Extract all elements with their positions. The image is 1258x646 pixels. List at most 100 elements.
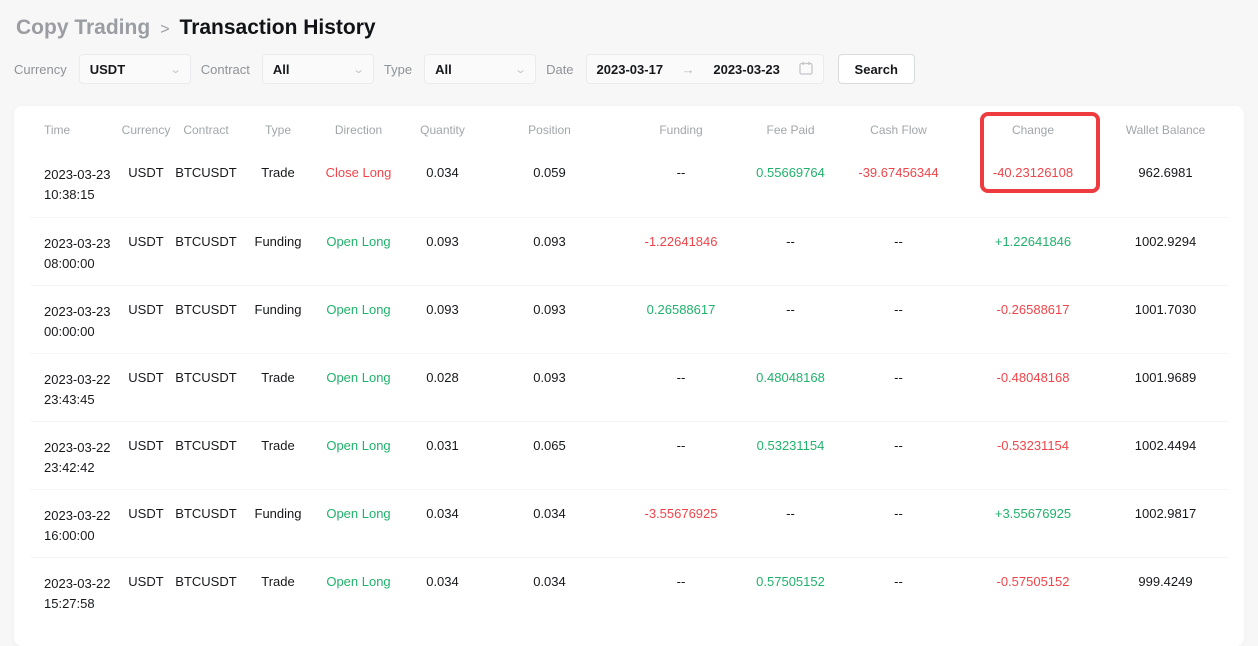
cell-position: 0.093 (533, 302, 566, 317)
cell-time: 2023-03-23 08:00:00 (30, 234, 120, 274)
cell-date-line: 2023-03-22 (44, 576, 111, 591)
cell-time: 2023-03-23 00:00:00 (30, 302, 120, 342)
table-row: 2023-03-23 10:38:15 USDT BTCUSDT Trade Close … (30, 149, 1228, 217)
table-header-row: Time Currency Contract Type Direction Quantit… (30, 106, 1228, 149)
column-header-fee_paid: Fee Paid (766, 123, 815, 137)
cell-fee_paid: 0.55669764 (756, 165, 825, 180)
cell-position: 0.034 (533, 574, 566, 589)
cell-cash_flow: -- (894, 438, 903, 453)
column-header-quantity: Quantity (420, 123, 465, 137)
cell-change: -0.57505152 (996, 574, 1070, 589)
date-start-value: 2023-03-17 (596, 61, 664, 77)
cell-funding: -- (676, 370, 686, 385)
breadcrumb-copy-trading[interactable]: Copy Trading (16, 16, 151, 39)
cell-time: 2023-03-22 16:00:00 (30, 506, 120, 546)
currency-select[interactable]: USDT ⌄ (78, 54, 191, 84)
cell-change: +3.55676925 (994, 506, 1072, 521)
cell-funding: -- (676, 165, 686, 180)
cell-type: Trade (261, 165, 295, 180)
contract-select-value: All (272, 61, 290, 77)
cell-type: Trade (261, 574, 295, 589)
table-row: 2023-03-22 23:42:42 USDT BTCUSDT Trade Open L… (30, 421, 1228, 489)
cell-cash_flow: -- (894, 302, 903, 317)
column-header-wallet_balance: Wallet Balance (1125, 123, 1206, 137)
column-header-position: Position (528, 123, 571, 137)
page-title: Transaction History (179, 16, 376, 39)
cell-currency: USDT (128, 234, 164, 249)
cell-position: 0.065 (533, 438, 566, 453)
cell-change: -40.23126108 (992, 165, 1074, 180)
cell-type: Trade (261, 438, 295, 453)
cell-position: 0.034 (533, 506, 566, 521)
cell-cash_flow: -- (894, 370, 903, 385)
cell-time-line: 08:00:00 (44, 256, 95, 271)
table-row: 2023-03-22 15:27:58 USDT BTCUSDT Trade Open L… (30, 557, 1228, 625)
column-header-funding: Funding (659, 123, 703, 137)
cell-wallet_balance: 1002.9817 (1134, 506, 1197, 521)
calendar-icon (798, 61, 813, 78)
cell-funding: 0.26588617 (646, 302, 716, 317)
cell-cash_flow: -- (894, 234, 903, 249)
cell-time-line: 00:00:00 (44, 324, 95, 339)
cell-date-line: 2023-03-23 (44, 167, 111, 182)
cell-change: +1.22641846 (994, 234, 1072, 249)
cell-quantity: 0.031 (426, 438, 459, 453)
table-row: 2023-03-23 08:00:00 USDT BTCUSDT Funding Open… (30, 217, 1228, 285)
cell-quantity: 0.034 (426, 506, 459, 521)
currency-select-value: USDT (89, 61, 126, 77)
column-header-change: Change (1011, 123, 1055, 137)
cell-currency: USDT (128, 574, 164, 589)
cell-quantity: 0.034 (426, 574, 459, 589)
cell-fee_paid: 0.48048168 (756, 370, 825, 385)
cell-type: Funding (254, 506, 302, 521)
cell-direction: Open Long (326, 574, 391, 589)
cell-time: 2023-03-22 15:27:58 (30, 574, 120, 614)
cell-funding: -3.55676925 (644, 506, 718, 521)
cell-date-line: 2023-03-22 (44, 508, 111, 523)
breadcrumb: Copy Trading > Transaction History (0, 0, 1258, 40)
cell-contract: BTCUSDT (175, 574, 237, 589)
cell-quantity: 0.093 (426, 234, 459, 249)
table-row: 2023-03-22 16:00:00 USDT BTCUSDT Funding Open… (30, 489, 1228, 557)
cell-time-line: 15:27:58 (44, 596, 95, 611)
cell-contract: BTCUSDT (175, 370, 237, 385)
cell-time-line: 23:43:45 (44, 392, 95, 407)
cell-currency: USDT (128, 165, 164, 180)
cell-wallet_balance: 1001.7030 (1134, 302, 1197, 317)
cell-funding: -- (676, 438, 686, 453)
search-button[interactable]: Search (837, 54, 915, 84)
cell-wallet_balance: 999.4249 (1138, 574, 1193, 589)
cell-time-line: 10:38:15 (44, 187, 95, 202)
cell-wallet_balance: 1001.9689 (1134, 370, 1197, 385)
cell-cash_flow: -39.67456344 (858, 165, 939, 180)
cell-type: Trade (261, 370, 295, 385)
cell-time-line: 23:42:42 (44, 460, 95, 475)
currency-filter-label: Currency (14, 61, 67, 77)
cell-currency: USDT (128, 438, 164, 453)
cell-currency: USDT (128, 506, 164, 521)
cell-fee_paid: -- (786, 506, 795, 521)
cell-funding: -- (676, 574, 686, 589)
cell-direction: Open Long (326, 506, 391, 521)
cell-time: 2023-03-23 10:38:15 (30, 165, 120, 205)
date-filter-label: Date (546, 61, 574, 77)
cell-wallet_balance: 1002.9294 (1134, 234, 1197, 249)
cell-direction: Open Long (326, 370, 391, 385)
cell-fee_paid: 0.57505152 (756, 574, 825, 589)
chevron-down-icon: ⌄ (514, 63, 527, 76)
column-header-cash_flow: Cash Flow (870, 123, 927, 137)
cell-date-line: 2023-03-22 (44, 372, 111, 387)
contract-select[interactable]: All ⌄ (261, 54, 374, 84)
cell-direction: Open Long (326, 234, 391, 249)
contract-filter-label: Contract (200, 61, 250, 77)
date-range-picker[interactable]: 2023-03-17 → 2023-03-23 (585, 54, 824, 84)
cell-quantity: 0.093 (426, 302, 459, 317)
cell-fee_paid: -- (786, 302, 795, 317)
type-select-value: All (435, 61, 452, 77)
cell-fee_paid: 0.53231154 (756, 438, 825, 453)
breadcrumb-separator: > (160, 21, 170, 38)
cell-change: -0.48048168 (996, 370, 1070, 385)
cell-funding: -1.22641846 (644, 234, 718, 249)
cell-type: Funding (254, 234, 302, 249)
type-select[interactable]: All ⌄ (424, 54, 537, 84)
